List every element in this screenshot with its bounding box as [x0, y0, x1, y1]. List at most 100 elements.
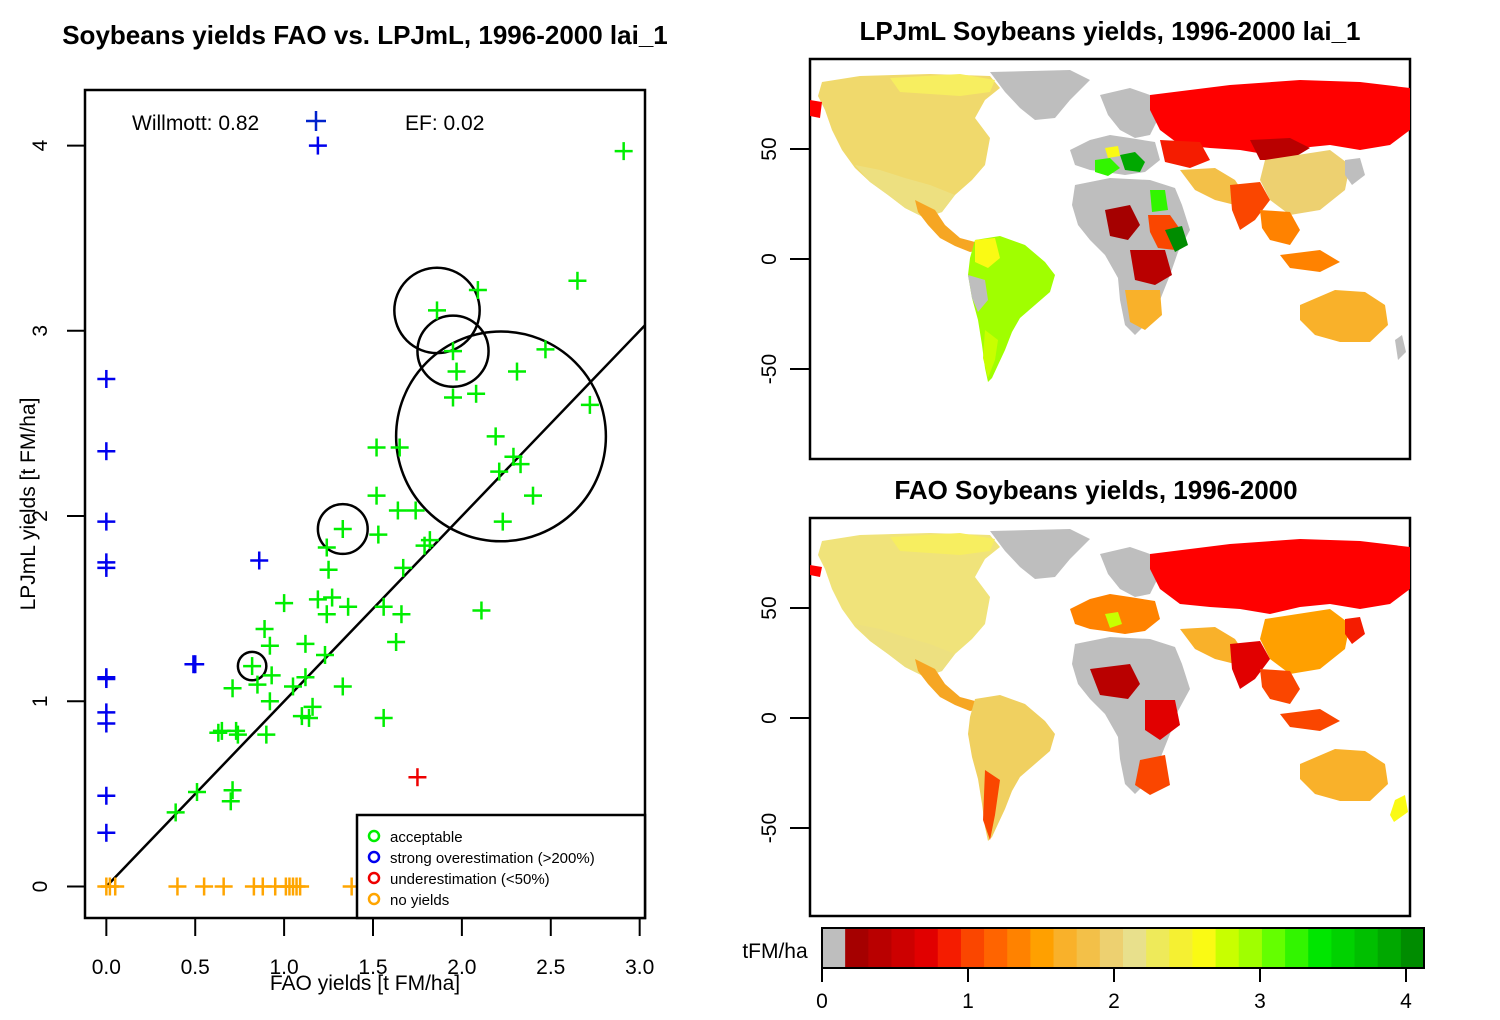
italy-region [1105, 612, 1122, 628]
x-tick-label: 0.0 [92, 956, 121, 979]
legend-overestimation-marker [367, 850, 381, 864]
data-point [420, 531, 439, 550]
x-tick-label: 0.5 [181, 956, 210, 979]
data-point [367, 486, 386, 505]
japan-region [1345, 617, 1365, 644]
colorbar-cell [1076, 928, 1101, 968]
data-point [374, 597, 393, 616]
lpjml-world-map [810, 70, 1410, 382]
mexico-central-america-region [915, 659, 982, 711]
data-point [260, 692, 279, 711]
colorbar-cell [1285, 928, 1309, 968]
colorbar-cell [1215, 928, 1240, 968]
indonesia-region [1280, 709, 1340, 731]
australia-region [1300, 290, 1388, 342]
data-point [316, 645, 334, 664]
y-tick-label: 2 [29, 510, 52, 522]
indonesia-region [1280, 250, 1340, 272]
china-region [1260, 150, 1350, 215]
data-point [284, 677, 302, 696]
fao-map-title: FAO Soybeans yields, 1996-2000 [894, 475, 1297, 505]
data-point [317, 538, 336, 557]
scatter-panel: Soybeans yields FAO vs. LPJmL, 1996-2000… [17, 20, 668, 995]
y-tick-label: 3 [29, 325, 52, 337]
y-tick-label: 1 [29, 695, 52, 707]
southern-africa-region [1135, 755, 1170, 795]
colorbar-cell [1053, 928, 1078, 968]
kazakhstan-region [1250, 138, 1310, 160]
data-point [296, 668, 315, 687]
lpjml-map-yaxis: 50 0 -50 [758, 137, 810, 384]
middle-east-region [1180, 168, 1245, 205]
colorbar-tick-label: 0 [816, 990, 828, 1013]
data-point [568, 271, 587, 290]
middle-east-region [1180, 627, 1245, 664]
data-point [97, 512, 116, 531]
colorbar-cell [1400, 928, 1425, 968]
colorbar-cell [1261, 928, 1286, 968]
x-tick-label: 2.5 [536, 956, 565, 979]
data-point [490, 462, 509, 481]
australia-region [1300, 749, 1388, 801]
colorbar: tFM/ha 0 1 2 3 4 [742, 927, 1425, 1013]
fao-world-map [810, 529, 1410, 841]
data-point [524, 486, 542, 505]
japan-region [1345, 158, 1365, 185]
data-point [303, 697, 322, 716]
new-zealand-region [1390, 795, 1408, 822]
data-point [296, 634, 315, 653]
data-point [374, 708, 393, 727]
y-axis-label: LPJmL yields [t FM/ha] [17, 398, 40, 611]
data-point [228, 725, 247, 744]
india-region [1230, 182, 1270, 230]
data-point [223, 679, 242, 698]
colorbar-tick-label: 3 [1254, 990, 1266, 1013]
lpjml-map-panel: LPJmL Soybeans yields, 1996-2000 lai_1 5… [758, 16, 1412, 461]
greenland-region [990, 70, 1090, 120]
x-tick-label: 1.0 [270, 956, 299, 979]
colorbar-cells [822, 928, 1425, 968]
fao-map-ytick: 50 [758, 596, 781, 619]
data-point [257, 725, 276, 744]
data-point [166, 803, 185, 822]
north-america-region [818, 74, 1000, 218]
x-tick-label: 3.0 [625, 956, 654, 979]
southern-africa-region [1125, 290, 1162, 330]
data-point [97, 786, 116, 805]
x-tick-label: 1.5 [358, 956, 387, 979]
russia-region [1150, 539, 1410, 614]
data-point [367, 438, 386, 457]
willmott-label: Willmott: 0.82 [132, 112, 259, 135]
data-point [387, 633, 406, 651]
data-point [536, 340, 555, 359]
colorbar-cell [1169, 928, 1193, 968]
scandinavia-region [1100, 547, 1160, 597]
legend-acceptable-label: acceptable [390, 829, 463, 846]
data-point [291, 877, 310, 896]
colorbar-cell [1007, 928, 1031, 968]
data-point [97, 714, 116, 733]
data-point [392, 605, 411, 624]
lpjml-map-ytick: 0 [758, 253, 781, 265]
colorbar-cell [891, 928, 916, 968]
usa-region [855, 165, 955, 218]
data-point [428, 301, 446, 320]
colorbar-ticks: 0 1 2 3 4 [816, 968, 1412, 1013]
alaska-region [810, 100, 822, 118]
data-point [255, 620, 274, 639]
colorbar-cell [1123, 928, 1147, 968]
west-africa-region [1090, 664, 1140, 699]
scatter-legend: acceptable strong overestimation (>200%)… [355, 813, 647, 920]
highlight-circle [394, 330, 608, 543]
data-point [447, 362, 466, 381]
lpjml-map-ytick: -50 [758, 354, 781, 384]
data-point [323, 588, 342, 607]
data-point [275, 594, 294, 613]
legend-acceptable-marker [367, 829, 381, 843]
colorbar-cell [1099, 928, 1124, 968]
colorbar-cell [1354, 928, 1379, 968]
ef-label: EF: 0.02 [405, 112, 484, 135]
data-point [186, 655, 205, 674]
data-point [221, 792, 240, 811]
colorbar-label: tFM/ha [742, 940, 808, 963]
